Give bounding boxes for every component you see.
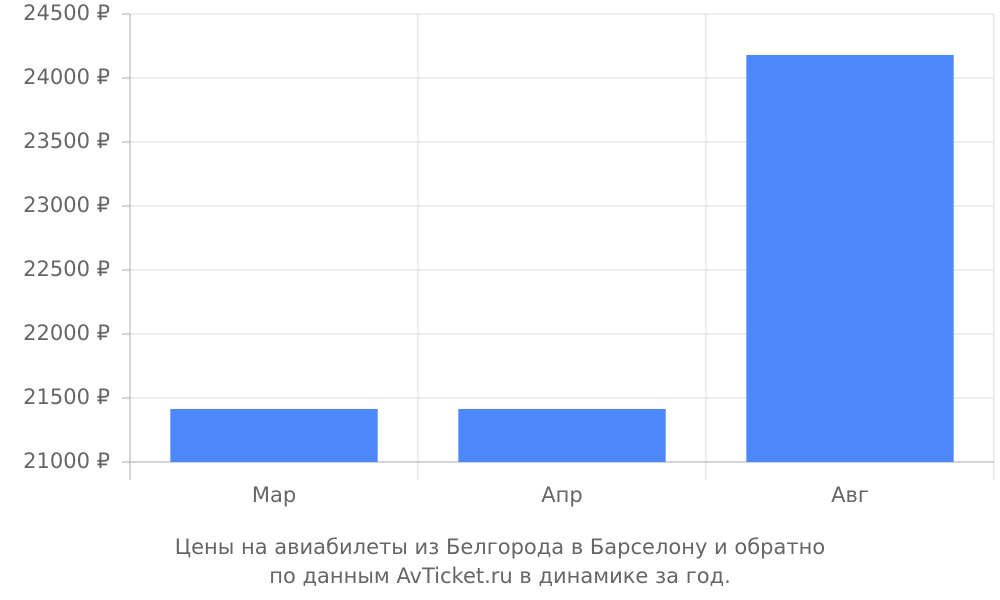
y-tick-label: 24500 ₽: [23, 1, 110, 25]
y-tick-label: 24000 ₽: [23, 65, 110, 89]
chart-subtitle: по данным AvTicket.ru в динамике за год.: [269, 564, 731, 588]
chart-title: Цены на авиабилеты из Белгорода в Барсел…: [175, 535, 825, 559]
bar: [746, 54, 954, 463]
bar: [458, 409, 666, 462]
y-tick-label: 21000 ₽: [23, 449, 110, 473]
y-tick-label: 21500 ₽: [23, 385, 110, 409]
x-tick-label: Авг: [831, 483, 869, 507]
x-tick-label: Мар: [252, 483, 296, 507]
y-tick-label: 22500 ₽: [23, 257, 110, 281]
bar: [170, 409, 378, 462]
y-tick-label: 22000 ₽: [23, 321, 110, 345]
y-tick-label: 23000 ₽: [23, 193, 110, 217]
x-tick-label: Апр: [541, 483, 582, 507]
y-tick-label: 23500 ₽: [23, 129, 110, 153]
